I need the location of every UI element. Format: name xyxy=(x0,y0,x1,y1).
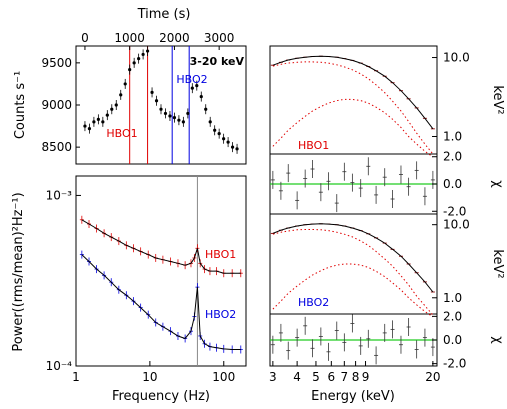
residual-y-tick-label: 2.0 xyxy=(443,150,462,164)
spectrum-component1-hbo2 xyxy=(272,229,434,316)
spectra-x-tick-label: 7 xyxy=(341,370,349,384)
lightcurve-point xyxy=(145,49,150,53)
spectrum-model-hbo2 xyxy=(272,223,434,293)
residual-y-label-top: χ xyxy=(490,180,505,188)
residual-y-tick-label: -2.0 xyxy=(443,357,466,371)
lightcurve-x-tick-label: 0 xyxy=(81,31,89,45)
spectra-x-tick-label: 3 xyxy=(269,370,277,384)
spectrum-y-tick-label: 1.0 xyxy=(443,129,462,143)
lightcurve-point xyxy=(123,82,127,86)
lightcurve-point xyxy=(168,114,172,118)
power-spectra-panel: 1 10 100 10⁻⁴ 10⁻³ Frequency (Hz) Power((rm… xyxy=(11,175,247,404)
lightcurve-y-label: Counts s⁻¹ xyxy=(13,71,28,139)
lightcurve-y-tick-label: 9500 xyxy=(41,56,72,70)
psd-model-hbo2 xyxy=(81,254,241,350)
power-spectra-x-tick-label: 1 xyxy=(72,370,80,384)
region-label-hbo2: HBO2 xyxy=(176,73,207,86)
spectra-x-tick-label: 4 xyxy=(293,370,301,384)
lightcurve-point xyxy=(119,93,123,97)
spectra-x-tick-label: 5 xyxy=(312,370,320,384)
lightcurve-point xyxy=(235,147,239,151)
lightcurve-point xyxy=(199,94,203,99)
lightcurve-point xyxy=(204,107,208,111)
lightcurve-point xyxy=(101,120,105,124)
spectrum-y-tick-label: 1.0 xyxy=(443,291,462,305)
spectrum-hbo2-frame xyxy=(269,213,438,315)
residual-y-tick-label: 0.0 xyxy=(443,333,462,347)
lightcurve-point xyxy=(181,120,185,124)
lightcurve-point xyxy=(150,90,154,94)
spectrum-model-hbo1 xyxy=(272,55,434,130)
spectrum-hbo1-label: HBO1 xyxy=(298,139,329,152)
lightcurve-point xyxy=(110,107,114,111)
spectrum-y-label-bottom: keV² xyxy=(490,249,505,278)
lightcurve-point xyxy=(132,61,136,65)
series-label-hbo2: HBO2 xyxy=(205,308,236,321)
lightcurve-y-tick-label: 9000 xyxy=(41,98,72,112)
power-spectra-y-tick-label: 10⁻³ xyxy=(46,188,73,202)
lightcurve-x-label: Time (s) xyxy=(137,7,191,22)
lightcurve-panel: 0 1000 2000 3000 8500 9000 9500 Time (s) Coun… xyxy=(13,7,247,165)
lightcurve-point xyxy=(137,57,141,61)
lightcurve-point xyxy=(172,116,177,120)
spectrum-component1-hbo1 xyxy=(272,61,434,155)
spectrum-component2-hbo1 xyxy=(272,98,434,158)
psd-model-hbo1 xyxy=(81,219,241,274)
spectrum-y-label-top: keV² xyxy=(490,85,505,114)
lightcurve-point xyxy=(177,118,181,122)
lightcurve-point xyxy=(195,84,199,88)
lightcurve-point xyxy=(230,145,235,149)
power-spectra-y-label: Power((rms/mean)²Hz⁻¹) xyxy=(11,192,26,351)
lightcurve-point xyxy=(213,128,217,132)
energy-band-label: 3-20 keV xyxy=(190,55,245,68)
lightcurve-point xyxy=(226,140,230,144)
lightcurve-x-tick-label: 2000 xyxy=(159,31,190,45)
spectrum-y-tick-label: 10.0 xyxy=(443,218,470,232)
power-spectra-frame xyxy=(75,175,247,367)
spectra-x-tick-label: 6 xyxy=(328,370,336,384)
residual-y-tick-label: 2.0 xyxy=(443,309,462,323)
spectrum-y-tick-label: 10.0 xyxy=(443,51,470,65)
lightcurve-x-tick-label: 3000 xyxy=(204,31,235,45)
lightcurve-point xyxy=(141,52,145,57)
spectrum-component2-hbo2 xyxy=(272,263,434,318)
lightcurve-point xyxy=(87,127,92,131)
power-spectra-y-tick-label: 10⁻⁴ xyxy=(46,359,73,373)
lightcurve-x-tick-label: 1000 xyxy=(114,31,145,45)
spectra-x-label: Energy (keV) xyxy=(311,389,395,404)
lightcurve-point xyxy=(159,107,163,111)
power-spectra-x-tick-label: 100 xyxy=(212,370,235,384)
series-label-hbo1: HBO1 xyxy=(205,248,236,261)
lightcurve-point xyxy=(208,120,212,124)
lightcurve-point xyxy=(128,68,132,72)
lightcurve-point xyxy=(154,99,159,103)
lightcurve-point xyxy=(105,113,109,117)
lightcurve-point xyxy=(163,111,168,116)
lightcurve-point xyxy=(186,111,190,116)
lightcurve-point xyxy=(190,86,194,90)
lightcurve-point xyxy=(114,103,118,107)
lightcurve-y-tick-label: 8500 xyxy=(41,140,72,154)
residual-y-tick-label: 0.0 xyxy=(443,177,462,191)
spectrum-hbo2-label: HBO2 xyxy=(298,296,329,309)
lightcurve-point xyxy=(96,117,100,121)
power-spectra-x-tick-label: 10 xyxy=(142,370,157,384)
lightcurve-point xyxy=(222,137,226,141)
lightcurve-point xyxy=(83,124,87,128)
lightcurve-point xyxy=(92,120,96,124)
power-spectra-x-label: Frequency (Hz) xyxy=(112,389,210,404)
lightcurve-point xyxy=(217,132,221,136)
region-label-hbo1: HBO1 xyxy=(106,127,137,140)
residual-y-label-bottom: χ xyxy=(490,336,505,344)
spectra-x-tick-label: 9 xyxy=(362,370,370,384)
residual-y-tick-label: -2.0 xyxy=(443,204,466,218)
spectra-x-tick-label: 20 xyxy=(425,370,440,384)
spectra-panel: 3 4 5 6 7 8 9 20 1.0 10.0 2.0 0.0 -2.0 1.0 10.0 2.0 0.0… xyxy=(269,45,505,404)
spectra-x-tick-label: 8 xyxy=(352,370,360,384)
